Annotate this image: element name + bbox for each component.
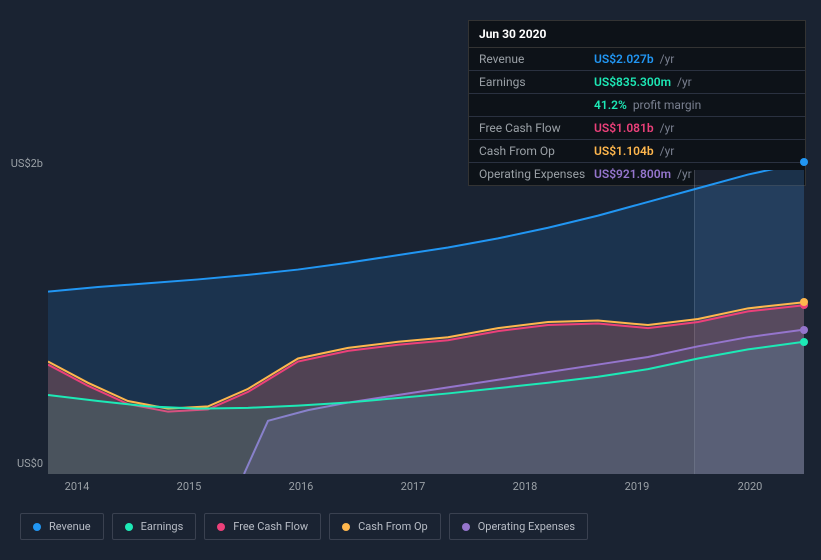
legend-dot-icon	[125, 523, 133, 531]
tooltip-row: Free Cash FlowUS$1.081b /yr	[469, 117, 805, 140]
tooltip-row: RevenueUS$2.027b /yr	[469, 48, 805, 71]
series-end-marker	[800, 338, 808, 346]
chart-area	[48, 170, 804, 474]
tooltip-date: Jun 30 2020	[469, 21, 805, 48]
tooltip-row: 41.2% profit margin	[469, 94, 805, 117]
tooltip-row-label: Free Cash Flow	[479, 121, 594, 135]
x-axis-tick-label: 2018	[513, 480, 538, 493]
legend-item-operating-expenses[interactable]: Operating Expenses	[449, 513, 588, 540]
x-axis-tick-label: 2019	[625, 480, 650, 493]
legend-item-label: Operating Expenses	[478, 520, 575, 533]
financial-area-chart	[48, 170, 804, 474]
legend-dot-icon	[462, 523, 470, 531]
tooltip-row-label: Revenue	[479, 52, 594, 66]
legend-item-revenue[interactable]: Revenue	[20, 513, 104, 540]
tooltip-rows: RevenueUS$2.027b /yrEarningsUS$835.300m …	[469, 48, 805, 185]
chart-tooltip: Jun 30 2020 RevenueUS$2.027b /yrEarnings…	[468, 20, 806, 186]
tooltip-row-label: Earnings	[479, 75, 594, 89]
y-axis-label-bottom: US$0	[17, 457, 43, 470]
series-end-marker	[800, 326, 808, 334]
tooltip-row-value: 41.2% profit margin	[594, 98, 701, 112]
x-axis-tick-label: 2020	[738, 480, 763, 493]
tooltip-row: EarningsUS$835.300m /yr	[469, 71, 805, 94]
legend-item-label: Free Cash Flow	[233, 520, 308, 533]
legend-item-earnings[interactable]: Earnings	[112, 513, 197, 540]
tooltip-row-value: US$1.081b /yr	[594, 121, 674, 135]
legend-dot-icon	[217, 523, 225, 531]
legend-item-label: Revenue	[49, 520, 91, 533]
tooltip-row-label	[479, 98, 594, 112]
legend-item-cash-from-op[interactable]: Cash From Op	[329, 513, 441, 540]
legend-dot-icon	[33, 523, 41, 531]
x-axis-tick-label: 2016	[289, 480, 314, 493]
legend-item-label: Cash From Op	[358, 520, 428, 533]
tooltip-row-value: US$2.027b /yr	[594, 52, 674, 66]
legend-item-free-cash-flow[interactable]: Free Cash Flow	[204, 513, 321, 540]
tooltip-row-value: US$1.104b /yr	[594, 144, 674, 158]
series-end-marker	[800, 298, 808, 306]
legend-item-label: Earnings	[141, 520, 184, 533]
x-axis-tick-label: 2014	[65, 480, 90, 493]
x-axis-tick-label: 2017	[401, 480, 426, 493]
tooltip-row-value: US$835.300m /yr	[594, 75, 692, 89]
chart-legend: Revenue Earnings Free Cash Flow Cash From O…	[20, 513, 588, 540]
x-axis-tick-label: 2015	[177, 480, 202, 493]
tooltip-row-label: Cash From Op	[479, 144, 594, 158]
legend-dot-icon	[342, 523, 350, 531]
y-axis-label-top: US$2b	[11, 157, 43, 170]
series-end-marker	[800, 158, 808, 166]
tooltip-row: Cash From OpUS$1.104b /yr	[469, 140, 805, 163]
